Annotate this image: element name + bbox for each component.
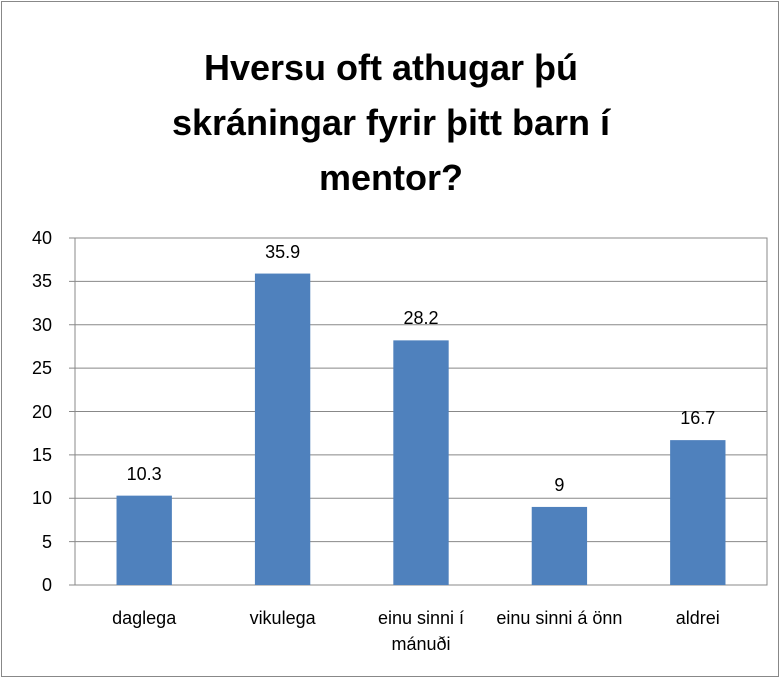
data-label: 10.3 <box>126 463 162 484</box>
x-tick-label: aldrei <box>675 608 720 628</box>
data-label: 28.2 <box>403 308 439 329</box>
data-label: 35.9 <box>265 241 301 262</box>
x-tick-label: einu sinni á önn <box>496 608 623 628</box>
x-tick-label: vikulega <box>249 608 316 628</box>
bar <box>670 440 726 585</box>
y-tick-label: 15 <box>31 444 52 465</box>
x-tick-label: einu sinni í mánuði <box>377 608 465 654</box>
y-tick-label: 35 <box>31 271 52 292</box>
data-label: 9 <box>554 474 565 495</box>
y-tick-label: 20 <box>31 401 52 422</box>
bar <box>116 495 172 585</box>
y-tick-label: 5 <box>41 531 52 552</box>
y-tick-label: 0 <box>41 575 52 595</box>
y-tick-label: 40 <box>31 228 52 248</box>
x-tick-label: daglega <box>112 608 177 628</box>
data-label: 16.7 <box>680 408 716 429</box>
y-tick-label: 10 <box>31 488 52 509</box>
y-tick-label: 30 <box>31 314 52 335</box>
y-tick-label: 25 <box>31 358 52 379</box>
bar <box>531 506 588 585</box>
chart-title: Hversu oft athugar þú skráningar fyrir þ… <box>171 47 611 198</box>
bar <box>393 340 449 585</box>
bar <box>254 273 311 585</box>
